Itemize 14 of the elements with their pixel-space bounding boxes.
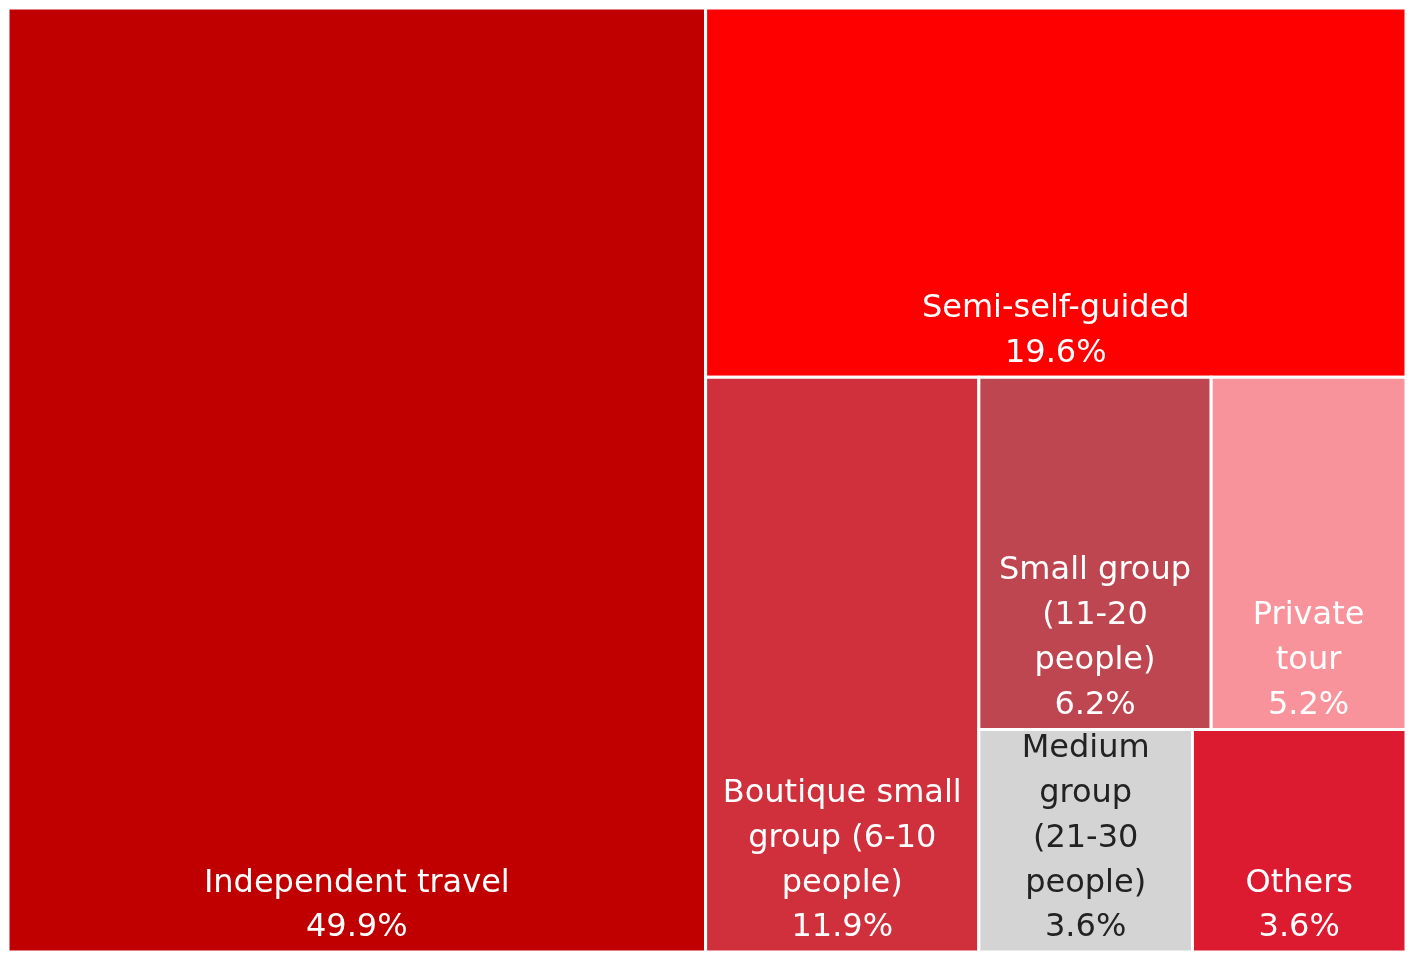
data-label: 49.9% (305, 906, 408, 945)
data-label: 6.2% (1054, 683, 1136, 722)
category-label: Independent travel (203, 861, 510, 900)
category-label: Semi-self-guided (921, 286, 1190, 325)
category-label: Small group (11-20 people) (999, 549, 1192, 678)
data-label: 5.2% (1267, 683, 1350, 722)
data-label: 3.6% (1045, 906, 1127, 945)
category-label: Medium group (21-30 people) (1021, 727, 1150, 900)
category-label: Boutique small group (6-10 people) (722, 771, 962, 900)
category-label: Private tour (1252, 594, 1365, 678)
data-label: 11.9% (791, 906, 894, 945)
category-label: Others (1245, 861, 1353, 900)
data-label: 19.6% (1004, 331, 1107, 370)
data-label: 3.6% (1258, 906, 1340, 945)
